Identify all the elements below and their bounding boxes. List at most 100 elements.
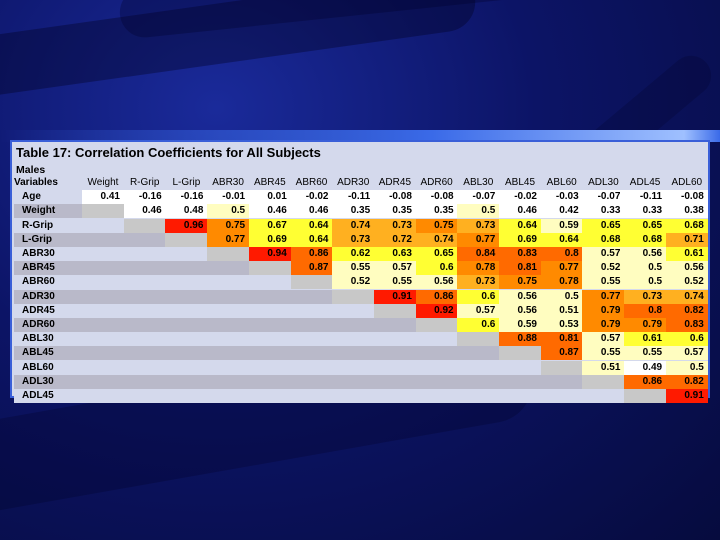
- row-label: ADR30: [22, 290, 55, 302]
- correlation-cell: -0.02: [290, 190, 333, 205]
- correlation-cell: 0.77: [207, 232, 250, 247]
- correlation-cell: 0.5: [540, 289, 583, 304]
- correlation-cell: -0.08: [415, 190, 458, 205]
- diagonal-cell: [332, 289, 375, 304]
- correlation-cell: 0.55: [582, 346, 625, 361]
- diagonal-cell: [624, 389, 667, 403]
- correlation-cell: 0.65: [624, 218, 667, 233]
- correlation-cell: -0.01: [207, 190, 250, 205]
- row-label: ABR30: [22, 248, 55, 259]
- correlation-cell: 0.55: [332, 261, 375, 276]
- correlation-cell: -0.11: [332, 190, 375, 205]
- correlation-cell: 0.86: [415, 289, 458, 304]
- table-row: ADL45 0.91: [14, 389, 708, 403]
- correlation-cell: 0.79: [582, 318, 625, 332]
- correlation-cell: 0.6: [457, 318, 500, 332]
- diagonal-cell: [499, 346, 541, 361]
- correlation-cell: 0.78: [457, 261, 500, 276]
- correlation-cell: 0.6: [457, 289, 500, 304]
- correlation-cell: 0.55: [373, 275, 416, 290]
- diagonal-cell: [165, 232, 208, 247]
- column-header: ABL30: [463, 177, 494, 188]
- correlation-cell: 0.82: [665, 303, 708, 318]
- correlation-cell: 0.75: [499, 275, 541, 290]
- correlation-cell: 0.35: [373, 204, 416, 219]
- row-label: L-Grip: [22, 233, 52, 245]
- table-row: R-Grip 0.96 0.75 0.67 0.64 0.74 0.73 0.75 0.73 0.…: [14, 218, 708, 233]
- correlation-cell: 0.71: [665, 232, 708, 247]
- row-label: ADR45: [22, 304, 55, 316]
- column-header: R-Grip: [129, 177, 160, 188]
- correlation-cell: 0.59: [540, 218, 583, 233]
- column-header: ABL45: [504, 177, 536, 188]
- correlation-cell: 0.73: [373, 218, 416, 233]
- diagonal-cell: [373, 303, 416, 318]
- correlation-cell: 0.64: [290, 232, 333, 247]
- table-row: ABR60 0.52 0.55 0.56 0.73 0.75 0.78 0.55 0.5 0.52: [14, 275, 708, 290]
- table-row: L-Grip 0.77 0.69 0.64 0.73 0.72 0.74 0.77 0.69 0.…: [14, 232, 708, 247]
- correlation-cell: 0.46: [248, 204, 291, 219]
- header-row: Variables Weight R-Grip L-Grip ABR30 ABR45 ABR…: [14, 176, 708, 190]
- correlation-cell: 0.67: [248, 218, 291, 233]
- correlation-cell: 0.77: [582, 289, 625, 304]
- table-row: Age 0.41 -0.16 -0.16 -0.01 0.01 -0.02 -0.11 -0.0…: [14, 190, 708, 205]
- correlation-cell: -0.07: [582, 190, 625, 205]
- correlation-cell: 0.55: [582, 275, 625, 290]
- correlation-cell: 0.69: [499, 232, 541, 247]
- correlation-cell: 0.82: [665, 374, 708, 389]
- column-header: ADR45: [378, 177, 412, 188]
- diagonal-cell: [457, 332, 500, 347]
- correlation-cell: -0.16: [123, 190, 166, 205]
- correlation-cell: 0.87: [540, 346, 583, 361]
- diagonal-cell: [415, 318, 458, 332]
- correlation-cell: -0.03: [540, 190, 583, 205]
- correlation-cell: -0.02: [499, 190, 541, 205]
- correlation-cell: 0.77: [457, 232, 500, 247]
- correlation-cell: 0.87: [290, 261, 333, 276]
- row-label: ADL30: [22, 375, 54, 387]
- correlation-cell: 0.35: [332, 204, 375, 219]
- correlation-cell: 0.56: [499, 303, 541, 318]
- correlation-cell: 0.79: [582, 303, 625, 318]
- diagonal-cell: [82, 204, 124, 219]
- correlation-cell: 0.62: [332, 247, 375, 261]
- correlation-cell: 0.48: [165, 204, 208, 219]
- row-label: ABR45: [22, 262, 55, 274]
- row-label: ADL45: [22, 390, 54, 401]
- correlation-cell: 0.41: [82, 190, 124, 205]
- correlation-cell: 0.94: [248, 247, 291, 261]
- table-row: ABR45 0.87 0.55 0.57 0.6 0.78 0.81 0.77 0.52 0.5 0…: [14, 261, 708, 276]
- correlation-cell: 0.83: [665, 318, 708, 332]
- correlation-cell: 0.56: [415, 275, 458, 290]
- column-header: ABR60: [295, 177, 328, 188]
- column-header: Weight: [87, 177, 119, 188]
- correlation-cell: 0.35: [415, 204, 458, 219]
- correlation-cell: 0.75: [415, 218, 458, 233]
- correlation-cell: 0.61: [665, 247, 708, 261]
- diagonal-cell: [248, 261, 291, 276]
- correlation-cell: 0.69: [248, 232, 291, 247]
- correlation-cell: 0.68: [582, 232, 625, 247]
- correlation-cell: 0.51: [540, 303, 583, 318]
- correlation-cell: 0.5: [624, 275, 667, 290]
- row-label: ADR60: [22, 319, 55, 330]
- table-row: ADL30 0.86 0.82: [14, 374, 708, 389]
- correlation-cell: -0.08: [373, 190, 416, 205]
- correlation-cell: 0.53: [540, 318, 583, 332]
- correlation-cell: 0.65: [582, 218, 625, 233]
- correlation-cell: 0.64: [290, 218, 333, 233]
- correlation-cell: 0.49: [624, 360, 667, 375]
- correlation-cell: 0.65: [415, 247, 458, 261]
- row-label: R-Grip: [22, 219, 54, 231]
- table-row: ABL60 0.51 0.49 0.5: [14, 360, 708, 375]
- table-row: ADR60 0.6 0.59 0.53 0.79 0.79 0.83: [14, 318, 708, 332]
- column-header: L-Grip: [172, 177, 201, 188]
- correlation-cell: 0.8: [624, 303, 667, 318]
- correlation-cell: 0.46: [290, 204, 333, 219]
- correlation-cell: 0.46: [499, 204, 541, 219]
- diagonal-cell: [207, 247, 250, 261]
- correlation-cell: 0.68: [624, 232, 667, 247]
- correlation-cell: 0.8: [540, 247, 583, 261]
- correlation-cell: 0.61: [624, 332, 667, 347]
- correlation-cell: 0.5: [624, 261, 667, 276]
